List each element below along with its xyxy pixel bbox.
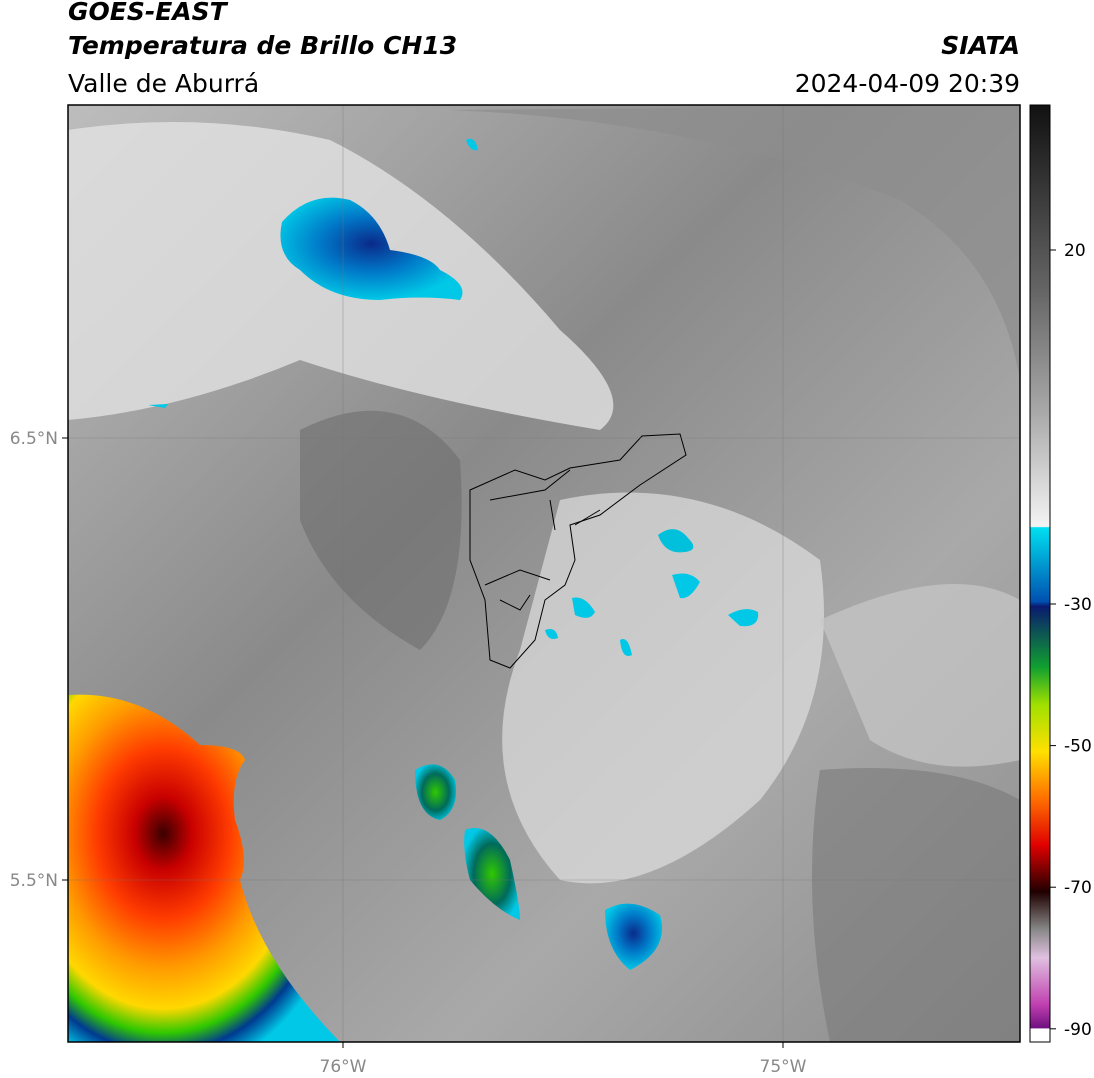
colorbar bbox=[1029, 104, 1051, 1043]
imagery bbox=[68, 105, 1020, 1042]
title: GOES-EAST bbox=[68, 0, 229, 26]
colorbar-tick-label: 20 bbox=[1064, 241, 1086, 261]
subtitle: Temperatura de Brillo CH13 bbox=[68, 31, 457, 60]
colorbar-tick-label: -70 bbox=[1064, 878, 1092, 898]
lat-tick-label: 6.5°N bbox=[10, 429, 58, 449]
lon-tick-label: 76°W bbox=[320, 1057, 367, 1077]
lat-tick-label: 5.5°N bbox=[10, 871, 58, 891]
timestamp: 2024-04-09 20:39 bbox=[795, 69, 1020, 98]
colorbar-tick-label: -90 bbox=[1064, 1020, 1092, 1040]
colorbar-tick-label: -30 bbox=[1064, 595, 1092, 615]
map-frame bbox=[67, 104, 1021, 1043]
graticule bbox=[68, 105, 1020, 1042]
region: Valle de Aburrá bbox=[68, 69, 259, 98]
lon-tick-label: 75°W bbox=[760, 1057, 807, 1077]
source: SIATA bbox=[941, 31, 1020, 60]
colorbar-tick-label: -50 bbox=[1064, 737, 1092, 757]
